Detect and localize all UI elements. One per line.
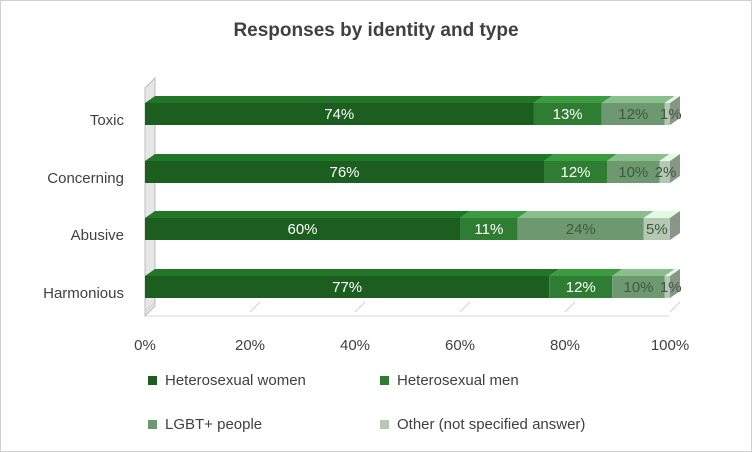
x-tick-label: 0%: [134, 337, 156, 354]
legend-item: Other (not specified answer): [380, 416, 585, 433]
data-label: 10%: [618, 164, 648, 181]
bar-top: [607, 154, 670, 161]
bar-top: [664, 269, 680, 276]
x-tick-mark: [669, 301, 681, 313]
data-label: 1%: [660, 106, 682, 123]
data-label: 10%: [623, 279, 653, 296]
category-label: Abusive: [71, 227, 124, 244]
bar-top: [145, 269, 560, 276]
bar-segment: [549, 276, 613, 298]
legend-swatch: [380, 420, 389, 429]
bar-top: [145, 96, 544, 103]
bar-segment: [533, 103, 602, 125]
data-label: 24%: [566, 221, 596, 238]
legend-swatch: [380, 376, 389, 385]
bar-top: [612, 269, 675, 276]
bar-top: [601, 96, 675, 103]
bar-segment: [643, 218, 670, 240]
legend-label: Other (not specified answer): [397, 416, 586, 433]
bar-side: [670, 211, 680, 240]
data-label: 76%: [329, 164, 359, 181]
data-label: 74%: [324, 106, 354, 123]
data-label: 60%: [287, 221, 317, 238]
bar-top: [544, 154, 617, 161]
legend-swatch: [148, 420, 157, 429]
category-label: Concerning: [47, 170, 124, 187]
bar-top: [643, 211, 680, 218]
x-tick-mark: [564, 301, 576, 313]
bar-segment: [517, 218, 644, 240]
bar-top: [549, 269, 623, 276]
data-label: 2%: [655, 164, 677, 181]
bar-top: [460, 211, 528, 218]
data-label: 13%: [553, 106, 583, 123]
x-tick-mark: [249, 301, 261, 313]
legend-item: LGBT+ people: [148, 416, 262, 433]
bar-segment: [601, 103, 665, 125]
bar-side: [670, 269, 680, 298]
bar-segment: [612, 276, 665, 298]
bar-side: [670, 154, 680, 183]
bar-segment: [544, 161, 607, 183]
category-label: Harmonious: [43, 285, 124, 302]
bar-top: [659, 154, 680, 161]
category-label: Toxic: [90, 112, 125, 129]
bar-segment: [145, 218, 460, 240]
x-tick-mark: [354, 301, 366, 313]
data-label: 77%: [332, 279, 362, 296]
legend-item: Heterosexual women: [148, 372, 306, 389]
data-label: 11%: [474, 221, 503, 238]
bar-segment: [145, 161, 544, 183]
x-tick-mark: [459, 301, 471, 313]
bar-top: [145, 154, 554, 161]
legend-label: Heterosexual men: [397, 372, 519, 389]
data-label: 12%: [566, 279, 596, 296]
bar-segment: [664, 103, 670, 125]
bar-side: [670, 96, 680, 125]
bar-top: [145, 211, 470, 218]
legend-item: Heterosexual men: [380, 372, 519, 389]
x-tick-label: 20%: [235, 337, 265, 354]
bar-segment: [460, 218, 518, 240]
data-label: 5%: [646, 221, 668, 238]
legend-label: Heterosexual women: [165, 372, 306, 389]
bar-segment: [145, 276, 550, 298]
bar-segment: [145, 103, 534, 125]
x-tick-label: 60%: [445, 337, 475, 354]
x-tick-label: 100%: [651, 337, 689, 354]
legend-label: LGBT+ people: [165, 416, 263, 433]
legend-swatch: [148, 376, 157, 385]
x-tick-label: 80%: [550, 337, 580, 354]
chart-title: Responses by identity and type: [233, 20, 519, 41]
data-label: 12%: [618, 106, 648, 123]
bar-segment: [607, 161, 660, 183]
x-tick-label: 40%: [340, 337, 370, 354]
data-label: 1%: [660, 279, 682, 296]
bar-segment: [659, 161, 670, 183]
x-tick-mark: [144, 301, 156, 313]
bar-top: [533, 96, 612, 103]
bar-top: [517, 211, 654, 218]
bar-top: [664, 96, 680, 103]
bar-segment: [664, 276, 670, 298]
data-label: 12%: [560, 164, 590, 181]
